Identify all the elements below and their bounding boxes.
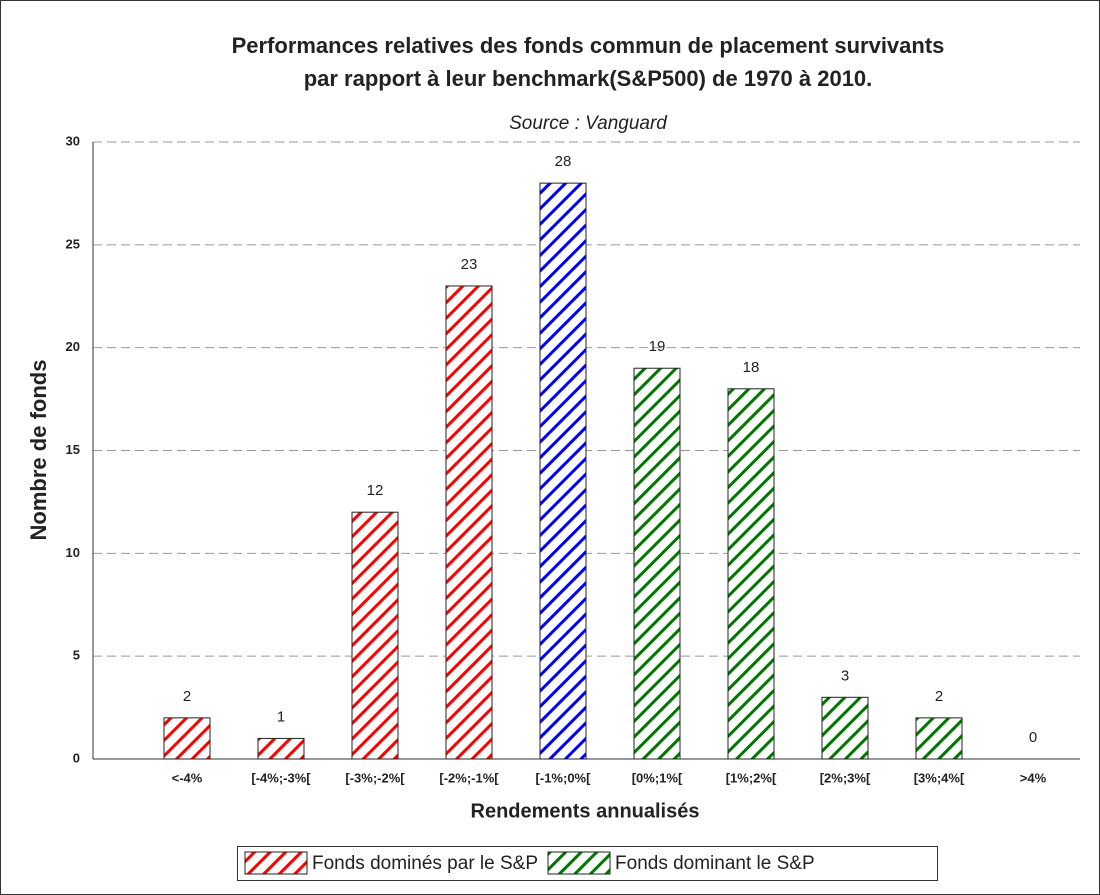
value-label: 1 [277, 708, 285, 725]
y-axis-label: Nombre de fonds [26, 360, 51, 541]
y-tick-label: 15 [66, 442, 80, 457]
bar [445, 285, 493, 760]
y-tick-label: 20 [66, 339, 80, 354]
y-tick-label: 10 [66, 545, 80, 560]
bar [915, 717, 963, 760]
x-tick-label: [-1%;0%[ [536, 770, 592, 785]
y-tick-label: 30 [66, 133, 80, 148]
legend-swatch [547, 851, 611, 875]
legend-swatch [244, 851, 308, 875]
bar [539, 182, 587, 760]
value-label: 2 [935, 688, 943, 705]
chart-title: par rapport à leur benchmark(S&P500) de … [304, 66, 873, 91]
x-axis-label: Rendements annualisés [471, 800, 700, 822]
legend-label: Fonds dominant le S&P [615, 853, 815, 874]
x-tick-label: [3%;4%[ [914, 770, 965, 785]
y-tick-label: 5 [73, 648, 80, 663]
x-tick-label: >4% [1020, 770, 1047, 785]
value-label: 0 [1029, 729, 1037, 746]
y-tick-label: 25 [66, 236, 80, 251]
value-label: 2 [183, 688, 191, 705]
bar [163, 717, 211, 760]
bar [727, 388, 775, 760]
y-tick-label: 0 [73, 750, 80, 765]
x-tick-label: [2%;3%[ [820, 770, 871, 785]
x-tick-label: <-4% [172, 770, 203, 785]
value-label: 18 [743, 359, 760, 376]
value-label: 28 [555, 153, 572, 170]
value-label: 19 [649, 338, 666, 355]
x-tick-label: [-3%;-2%[ [345, 770, 405, 785]
x-tick-label: [0%;1%[ [632, 770, 683, 785]
bar [633, 367, 681, 760]
bar [821, 696, 869, 760]
value-label: 3 [841, 667, 849, 684]
bar [257, 737, 305, 760]
x-tick-label: [-2%;-1%[ [439, 770, 499, 785]
legend-label: Fonds dominés par le S&P [312, 853, 538, 874]
bar [351, 511, 399, 760]
x-tick-label: [-4%;-3%[ [251, 770, 311, 785]
value-label: 12 [367, 482, 384, 499]
x-tick-label: [1%;2%[ [726, 770, 777, 785]
value-label: 23 [461, 256, 478, 273]
chart-title: Performances relatives des fonds commun … [232, 33, 945, 58]
subtitle: Source : Vanguard [509, 113, 668, 134]
